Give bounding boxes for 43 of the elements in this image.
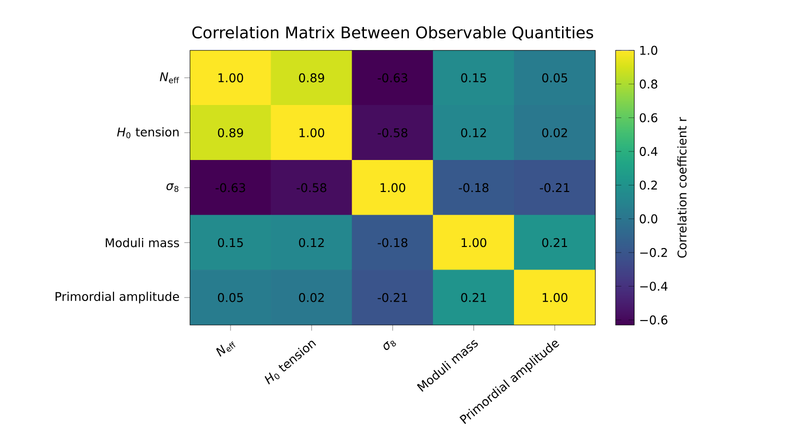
data-label: 0.02 xyxy=(542,128,567,138)
data-label: -0.18 xyxy=(458,183,488,192)
y-tick-label: N$_{eff}$ xyxy=(160,72,180,84)
color-bar-label: 0.0 xyxy=(640,214,658,224)
data-label: 0.89 xyxy=(218,128,244,138)
color-bar-label: −0.4 xyxy=(640,282,668,291)
data-label: -0.21 xyxy=(378,292,408,302)
data-label: 0.12 xyxy=(299,238,324,248)
data-label: 1.00 xyxy=(218,73,244,82)
color-bar-label: 0.4 xyxy=(640,146,658,156)
color-bar-label: 1.0 xyxy=(640,46,658,55)
data-label: 0.89 xyxy=(299,73,324,82)
color-bar-label: 0.2 xyxy=(640,180,657,190)
x-tick-label: σ$_{8}$ xyxy=(384,340,396,350)
data-label: 0.02 xyxy=(299,292,324,302)
data-label: -0.58 xyxy=(378,128,408,138)
data-label: 0.05 xyxy=(542,73,568,82)
data-label: -0.63 xyxy=(216,183,246,192)
y-tick-label: Moduli mass xyxy=(106,238,180,248)
color-bar-label: −0.2 xyxy=(640,248,667,258)
data-label: -0.21 xyxy=(540,183,570,192)
color-bar-label: −0.6 xyxy=(640,315,668,324)
data-label: -0.63 xyxy=(378,73,408,82)
chart-title: Correlation Matrix Between Observable Quantities xyxy=(192,26,594,40)
data-label: 0.21 xyxy=(542,238,568,248)
y-tick-label: H$_{0}$ tension xyxy=(117,127,179,138)
data-label: 1.00 xyxy=(542,292,568,302)
color-bar-label: 0.6 xyxy=(640,113,658,122)
data-label: 0.15 xyxy=(218,238,243,248)
x-tick-label: N$_{eff}$ xyxy=(216,341,236,357)
data-label: -0.58 xyxy=(296,183,326,192)
color-bar-title: Correlation coefficient r xyxy=(677,117,687,258)
color-bar-label: 0.8 xyxy=(640,80,658,89)
y-tick-label: σ$_{8}$ xyxy=(166,183,178,192)
data-label: 0.05 xyxy=(218,292,243,302)
data-label: 0.21 xyxy=(461,292,486,302)
data-label: -0.18 xyxy=(378,238,408,248)
data-label: 1.00 xyxy=(462,238,486,248)
data-label: 1.00 xyxy=(300,128,324,138)
y-tick-label: Primordial amplitude xyxy=(56,292,179,304)
data-label: 0.12 xyxy=(461,128,486,138)
data-label: 1.00 xyxy=(380,183,406,192)
data-label: 0.15 xyxy=(461,73,486,82)
